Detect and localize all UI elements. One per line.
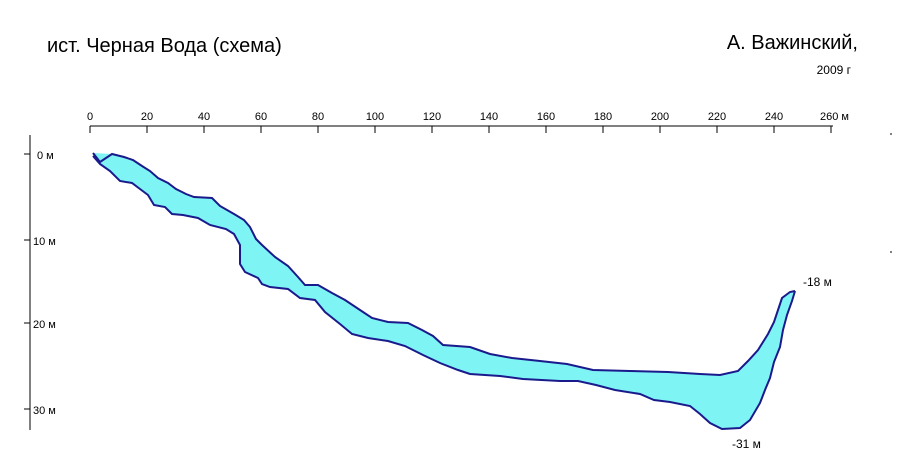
depth-axis-tick-marks [24,153,30,410]
year-label: 2009 г [817,63,852,77]
distance-tick-label: 160 [537,111,555,123]
cave-passage [92,152,796,431]
distance-tick-label: 120 [423,111,441,123]
max-depth-label: -31 м [732,437,761,451]
distance-tick-label: 40 [198,111,210,123]
distance-tick-label: 220 [708,111,726,123]
passage-floor [92,155,796,431]
depth-tick-label: 0 м [37,150,54,162]
distance-axis-ticks: 0 20 40 60 80 100 120 140 160 180 200 22… [87,111,849,123]
distance-tick-label: 100 [366,111,384,123]
distance-tick-label: 260 м [820,111,849,123]
distance-tick-label: 0 [87,111,93,123]
passage-fill [93,153,795,429]
diagram-title: ист. Черная Вода (схема) [47,35,282,57]
distance-tick-label: 240 [765,111,783,123]
distance-tick-label: 200 [651,111,669,123]
distance-axis-tick-marks [89,126,832,133]
passage-ceiling [92,152,796,377]
distance-axis: 0 20 40 60 80 100 120 140 160 180 200 22… [87,111,849,133]
distance-tick-label: 60 [255,111,267,123]
depth-tick-label: 10 м [33,236,56,248]
distance-tick-label: 80 [312,111,324,123]
distance-tick-label: 180 [594,111,612,123]
depth-tick-label: 20 м [33,319,56,331]
distance-tick-label: 20 [141,111,153,123]
depth-axis: 0 м 10 м 20 м 30 м [24,135,56,430]
end-depth-label: -18 м [803,275,832,289]
depth-tick-label: 30 м [33,405,56,417]
author-label: А. Важинский, [727,32,858,54]
distance-tick-label: 140 [480,111,498,123]
